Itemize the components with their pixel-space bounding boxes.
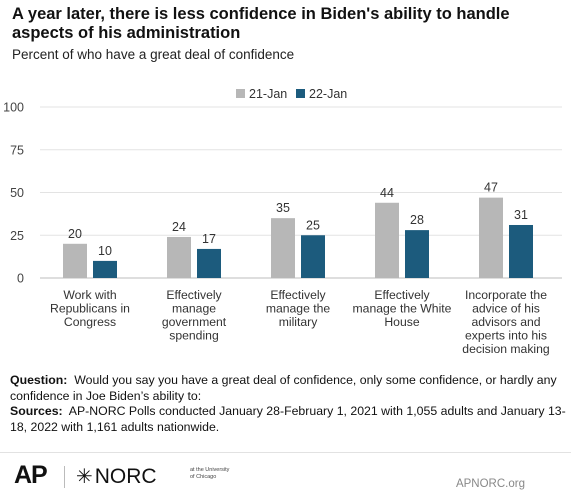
bar-22-Jan [509, 224, 533, 278]
bar-22-Jan [405, 230, 429, 278]
data-label: 28 [410, 213, 424, 227]
bar-22-Jan [301, 235, 325, 278]
x-category-label: Effectively [166, 288, 222, 302]
data-label: 20 [68, 227, 82, 241]
data-label: 24 [172, 220, 186, 234]
data-label: 44 [380, 186, 394, 200]
bar-21-Jan [271, 218, 295, 278]
legend-label-22-Jan: 22-Jan [309, 87, 347, 101]
x-category-label: decision making [462, 342, 549, 356]
chart-subtitle: Percent of who have a great deal of conf… [12, 47, 295, 62]
x-category-label: manage the [266, 302, 331, 316]
x-category-label: manage [172, 302, 216, 316]
x-category-label: government [162, 315, 227, 329]
y-tick-label: 0 [17, 272, 24, 286]
x-category-label: Work with [63, 288, 116, 302]
footer-notes: Question: Would you say you have a great… [10, 373, 566, 435]
data-label: 35 [276, 201, 290, 215]
x-category-label: advisors and [471, 315, 540, 329]
data-label: 10 [98, 244, 112, 258]
y-tick-label: 50 [10, 186, 24, 200]
x-category-label: manage the White [353, 302, 452, 316]
norc-star-icon: ✳ [76, 466, 93, 488]
x-category-label: Congress [64, 315, 116, 329]
y-tick-label: 75 [10, 143, 24, 157]
logo-divider [64, 466, 65, 488]
x-category-label: spending [169, 329, 218, 343]
sources-text: AP-NORC Polls conducted January 28-Febru… [10, 404, 566, 434]
norc-logo-subtext: at the University of Chicago [190, 467, 230, 480]
data-label: 17 [202, 232, 216, 246]
sources-note: Sources: AP-NORC Polls conducted January… [10, 404, 566, 435]
question-text: Would you say you have a great deal of c… [10, 373, 557, 403]
y-tick-label: 25 [10, 229, 24, 243]
bar-22-Jan [93, 260, 117, 278]
data-label: 31 [514, 208, 528, 222]
legend-swatch-22-Jan [296, 89, 305, 98]
bar-21-Jan [375, 202, 399, 278]
x-category-label: Effectively [374, 288, 430, 302]
source-credit: APNORC.org [455, 478, 525, 490]
norc-logo-text: NORC [94, 465, 157, 488]
bar-21-Jan [479, 197, 503, 278]
bar-chart: 21-Jan 22-Jan 0 25 50 75 100 20 10 Work withRepub… [3, 87, 562, 356]
data-label: 25 [306, 218, 320, 232]
x-category-label: advice of his [472, 302, 540, 316]
data-label: 47 [484, 181, 498, 195]
x-category-label: Republicans in [50, 302, 130, 316]
legend-swatch-21-Jan [236, 89, 245, 98]
x-category-label: House [384, 315, 419, 329]
bar-21-Jan [167, 236, 191, 278]
bar-21-Jan [63, 243, 87, 278]
chart-title: A year later, there is less confidence i… [12, 5, 510, 42]
question-label: Question: [10, 373, 68, 387]
x-category-label: military [279, 315, 318, 329]
bar-22-Jan [197, 248, 221, 278]
sources-label: Sources: [10, 404, 63, 418]
y-tick-label: 100 [3, 101, 24, 115]
ap-logo: AP [14, 461, 48, 489]
x-category-label: Incorporate the [465, 288, 547, 302]
legend-label-21-Jan: 21-Jan [249, 87, 287, 101]
footer-divider [0, 452, 571, 453]
question-note: Question: Would you say you have a great… [10, 373, 566, 404]
x-category-label: experts into his [465, 329, 547, 343]
x-category-label: Effectively [270, 288, 326, 302]
norc-logo: ✳NORC [76, 464, 157, 490]
